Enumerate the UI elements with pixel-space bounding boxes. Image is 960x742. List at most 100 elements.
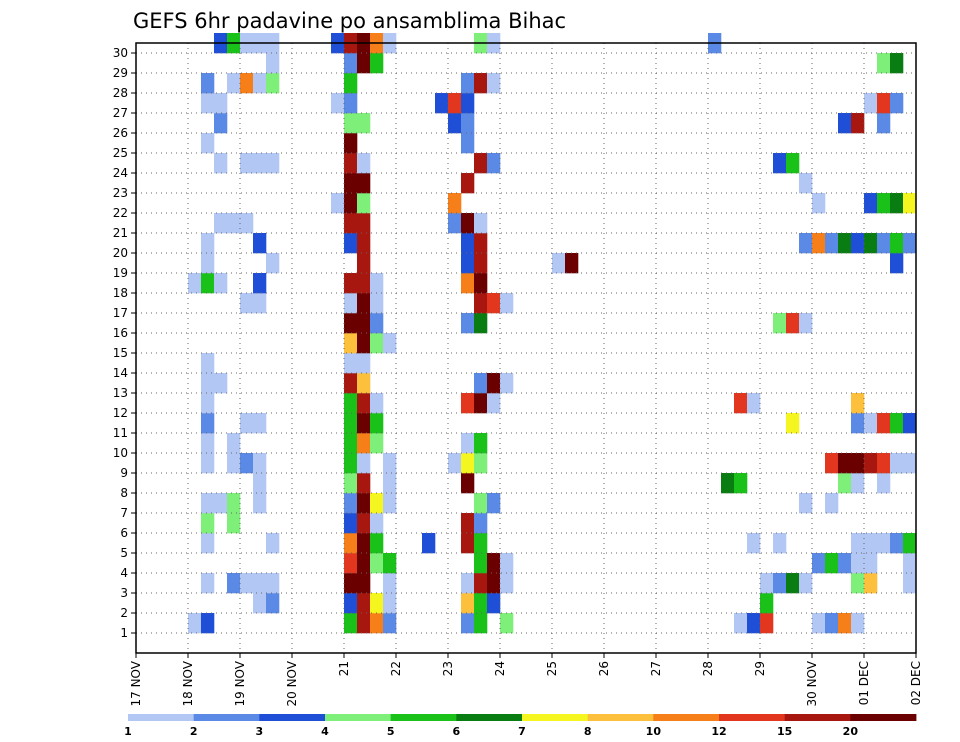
heatmap-cell xyxy=(227,73,241,94)
heatmap-cell xyxy=(461,533,475,554)
heatmap-cell xyxy=(344,413,358,434)
heatmap-cell xyxy=(773,153,787,174)
heatmap-cell xyxy=(214,153,228,174)
heatmap-cell xyxy=(227,513,241,534)
heatmap-cell xyxy=(474,433,488,454)
heatmap-cell xyxy=(786,413,800,434)
heatmap-cell xyxy=(344,513,358,534)
heatmap-cell xyxy=(240,213,254,234)
y-tick-label: 2 xyxy=(120,606,128,620)
heatmap-cell xyxy=(552,253,566,274)
y-tick-label: 8 xyxy=(120,486,128,500)
heatmap-cell xyxy=(487,393,501,414)
heatmap-cell xyxy=(253,493,267,514)
heatmap-cell xyxy=(734,613,748,634)
heatmap-cell xyxy=(188,273,202,294)
heatmap-cell xyxy=(448,453,462,474)
heatmap-cell xyxy=(383,493,397,514)
heatmap-cell xyxy=(370,53,384,74)
colorbar-label: 8 xyxy=(584,725,592,738)
heatmap-cell xyxy=(201,493,215,514)
heatmap-cell xyxy=(812,233,826,254)
x-tick-label: 23 xyxy=(441,661,455,676)
heatmap-cell xyxy=(877,233,891,254)
heatmap-cell xyxy=(747,613,761,634)
heatmap-cell xyxy=(799,173,813,194)
heatmap-cell xyxy=(344,533,358,554)
heatmap-cell xyxy=(461,393,475,414)
heatmap-cell xyxy=(201,253,215,274)
heatmap-cell xyxy=(253,273,267,294)
heatmap-cell xyxy=(201,453,215,474)
heatmap-cell xyxy=(461,313,475,334)
x-axis: 17 NOV 18 NOV 19 NOV 20 NOV 21 22 23 24 25 26 27 28… xyxy=(129,653,923,707)
heatmap-cell xyxy=(344,313,358,334)
heatmap-cell xyxy=(344,333,358,354)
y-tick-label: 14 xyxy=(113,366,128,380)
heatmap-cell xyxy=(461,133,475,154)
x-tick-label: 19 NOV xyxy=(233,660,247,706)
heatmap-cell xyxy=(474,553,488,574)
heatmap-cell xyxy=(357,313,371,334)
heatmap-cell xyxy=(383,333,397,354)
colorbar-swatch xyxy=(456,714,523,721)
heatmap-cell xyxy=(357,213,371,234)
x-tick-label: 01 DEC xyxy=(857,661,871,705)
heatmap-cell xyxy=(760,613,774,634)
x-tick-label: 02 DEC xyxy=(909,661,923,705)
heatmap-cell xyxy=(838,113,852,134)
heatmap-cell xyxy=(474,253,488,274)
heatmap-cell xyxy=(474,213,488,234)
y-tick-label: 16 xyxy=(113,326,128,340)
y-tick-label: 25 xyxy=(113,146,128,160)
heatmap-cell xyxy=(227,453,241,474)
heatmap-cell xyxy=(357,113,371,134)
heatmap-cell xyxy=(370,293,384,314)
colorbar-label: 6 xyxy=(453,725,461,738)
y-tick-label: 1 xyxy=(120,626,128,640)
x-tick-label: 27 xyxy=(649,661,663,676)
heatmap-cell xyxy=(370,493,384,514)
heatmap-cell xyxy=(370,273,384,294)
heatmap-cell xyxy=(903,453,917,474)
heatmap-cell xyxy=(266,73,280,94)
heatmap-cell xyxy=(474,153,488,174)
y-tick-label: 17 xyxy=(113,306,128,320)
heatmap-cell xyxy=(344,153,358,174)
colorbar-swatch xyxy=(390,714,457,721)
heatmap-cell xyxy=(487,573,501,594)
heatmap-cell xyxy=(344,53,358,74)
heatmap-cell xyxy=(474,73,488,94)
heatmap-cell xyxy=(357,173,371,194)
y-tick-label: 23 xyxy=(113,186,128,200)
heatmap-cell xyxy=(344,73,358,94)
heatmap-cell xyxy=(851,553,865,574)
heatmap-cell xyxy=(903,413,917,434)
heatmap-cell xyxy=(877,413,891,434)
heatmap-cell xyxy=(266,153,280,174)
heatmap-cell xyxy=(201,393,215,414)
x-tick-label: 20 NOV xyxy=(285,660,299,706)
heatmap-cell xyxy=(214,273,228,294)
y-tick-label: 20 xyxy=(113,246,128,260)
heatmap-cell xyxy=(344,453,358,474)
heatmap-cell xyxy=(357,353,371,374)
heatmap-cell xyxy=(344,173,358,194)
heatmap-cell xyxy=(877,113,891,134)
heatmap-cell xyxy=(461,253,475,274)
heatmap-cell xyxy=(825,493,839,514)
heatmap-cell xyxy=(383,453,397,474)
heatmap-cell xyxy=(851,453,865,474)
y-tick-label: 30 xyxy=(113,46,128,60)
colorbar-swatch xyxy=(259,714,326,721)
heatmap-cell xyxy=(838,233,852,254)
y-tick-label: 3 xyxy=(120,586,128,600)
heatmap-cell xyxy=(344,133,358,154)
y-tick-label: 4 xyxy=(120,566,128,580)
heatmap-cell xyxy=(344,293,358,314)
heatmap-cell xyxy=(357,513,371,534)
heatmap-cell xyxy=(344,353,358,374)
heatmap-cell xyxy=(773,313,787,334)
x-tick-label: 30 NOV xyxy=(805,660,819,706)
colorbar-swatch xyxy=(719,714,786,721)
